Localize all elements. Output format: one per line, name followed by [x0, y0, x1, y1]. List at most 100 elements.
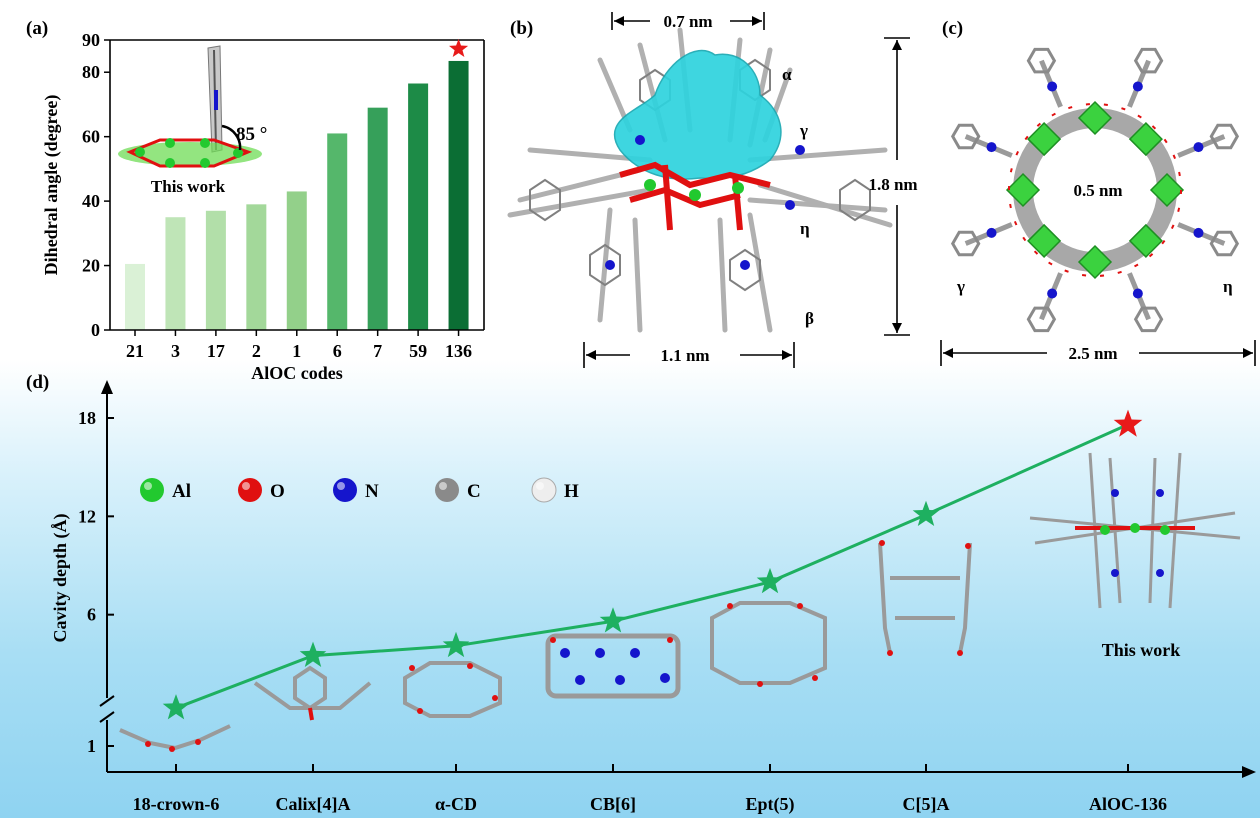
nitrogen-atom [1047, 81, 1058, 92]
al-octahedron [1128, 223, 1163, 258]
atom-sphere-icon [238, 478, 262, 502]
d-y-tick-label: 12 [78, 506, 96, 526]
al-octahedron [1027, 223, 1062, 258]
data-point-star-icon [162, 694, 190, 720]
x-tick-label: 2 [252, 341, 261, 361]
indole-ring [950, 230, 981, 257]
dim-top-label: 0.7 nm [663, 12, 712, 31]
legend-label: H [564, 481, 579, 502]
bar-17 [205, 210, 226, 330]
d-x-tick-label: C[5]A [903, 794, 950, 814]
d-y-arrow-icon [101, 380, 113, 394]
x-axis-label: AlOC codes [251, 363, 343, 380]
sphere-highlight [439, 482, 447, 490]
dim-bottom-label: 1.1 nm [660, 346, 709, 365]
legend-item-o: O [238, 478, 285, 502]
indole-ring [950, 123, 981, 150]
x-tick-label: 59 [409, 341, 427, 361]
molecule-ept5 [710, 601, 827, 687]
x-tick-label: 21 [126, 341, 144, 361]
y-tick-label: 20 [82, 256, 100, 276]
panel-label-a: (a) [26, 18, 49, 39]
d-y-tick-label: 1 [87, 736, 96, 756]
atom-sphere-icon [435, 478, 459, 502]
d-x-tick-label: CB[6] [590, 794, 636, 814]
indole-ring [1133, 47, 1164, 74]
al-octahedron [1077, 244, 1113, 280]
site-label-beta: β [805, 309, 814, 328]
site-label-alpha: α [782, 65, 792, 84]
inset-caption: This work [151, 177, 226, 196]
axis-break-icon [99, 695, 115, 723]
x-tick-label: 136 [445, 341, 472, 361]
y-tick-label: 90 [82, 30, 100, 50]
d-y-tick-label: 6 [87, 605, 96, 625]
x-tick-label: 1 [292, 341, 301, 361]
structure-b: 0.7 nm 1.1 nm 1.8 nm α γ η β [507, 12, 918, 368]
cavity-depth-chart: Cavity depth (Å) 1 6 12 18 18-crown-6 Calix[… [50, 380, 1256, 815]
d-x-tick-label: Calix[4]A [276, 794, 351, 814]
sphere-highlight [144, 482, 152, 490]
legend-item-c: C [435, 478, 481, 502]
width-dim-label: 2.5 nm [1068, 344, 1117, 363]
nitrogen-atom [986, 227, 997, 238]
site-label-eta: η [800, 219, 810, 238]
legend-item-n: N [333, 478, 379, 502]
site-label-gamma: γ [799, 121, 808, 140]
trend-line [175, 423, 1129, 710]
ring-oxygen [1008, 103, 1182, 277]
al-octahedron [1027, 122, 1062, 157]
y-tick-label: 60 [82, 127, 100, 147]
indole-ring [1133, 306, 1164, 333]
d-x-arrow-icon [1242, 766, 1256, 778]
core-oxygen [619, 161, 771, 231]
ring-dim-label: 0.5 nm [1073, 181, 1122, 200]
indole-ring [1209, 230, 1240, 257]
sphere-highlight [242, 482, 250, 490]
indole-ring [1209, 123, 1240, 150]
element-legend: Al O N C H [140, 477, 579, 503]
bar-136 [448, 60, 469, 330]
site-label-c-gamma: γ [956, 277, 965, 296]
molecule-alpha-cd [403, 661, 502, 718]
y-axis-label: Dihedral angle (degree) [41, 95, 62, 276]
al-octahedron [1149, 172, 1185, 208]
molecule-c5a [878, 540, 972, 656]
panel-label-c: (c) [942, 18, 964, 39]
al-octahedron [1128, 122, 1163, 157]
panel-label-d: (d) [26, 372, 50, 393]
sphere-highlight [536, 482, 544, 490]
x-tick-label: 6 [333, 341, 342, 361]
y-tick-label: 0 [91, 320, 100, 340]
d-x-tick-label: AlOC-136 [1089, 794, 1167, 814]
atom-sphere-icon [531, 477, 557, 503]
data-point-star-icon [912, 500, 940, 526]
bar-1 [286, 191, 307, 330]
legend-item-h: H [531, 477, 579, 503]
nitrogen-atom [1047, 288, 1058, 299]
highlight-star-icon [1113, 409, 1143, 437]
al-octahedron [1077, 100, 1113, 136]
nitrogen-atom [1193, 142, 1204, 153]
panel-label-b: (b) [510, 18, 534, 39]
d-x-tick-label: 18-crown-6 [133, 794, 220, 814]
bar-7 [367, 107, 388, 331]
d-y-tick-label: 18 [78, 408, 96, 428]
data-point-star-icon [299, 641, 327, 667]
bar-59 [408, 83, 429, 330]
d-x-tick-label: α-CD [435, 794, 477, 814]
data-point-star-icon [442, 631, 470, 658]
bar-3 [165, 217, 186, 330]
al-octahedron [1005, 172, 1041, 208]
legend-label: Al [172, 481, 191, 502]
legend-label: O [270, 481, 285, 502]
nitrogen-atom [1132, 288, 1143, 299]
x-tick-label: 3 [171, 341, 180, 361]
x-tick-label: 7 [373, 341, 382, 361]
bar-2 [246, 204, 267, 330]
legend-label: C [467, 481, 481, 502]
d-y-axis-label: Cavity depth (Å) [50, 513, 71, 642]
inset-molecule [118, 45, 262, 168]
molecule-calix4a [253, 665, 372, 721]
